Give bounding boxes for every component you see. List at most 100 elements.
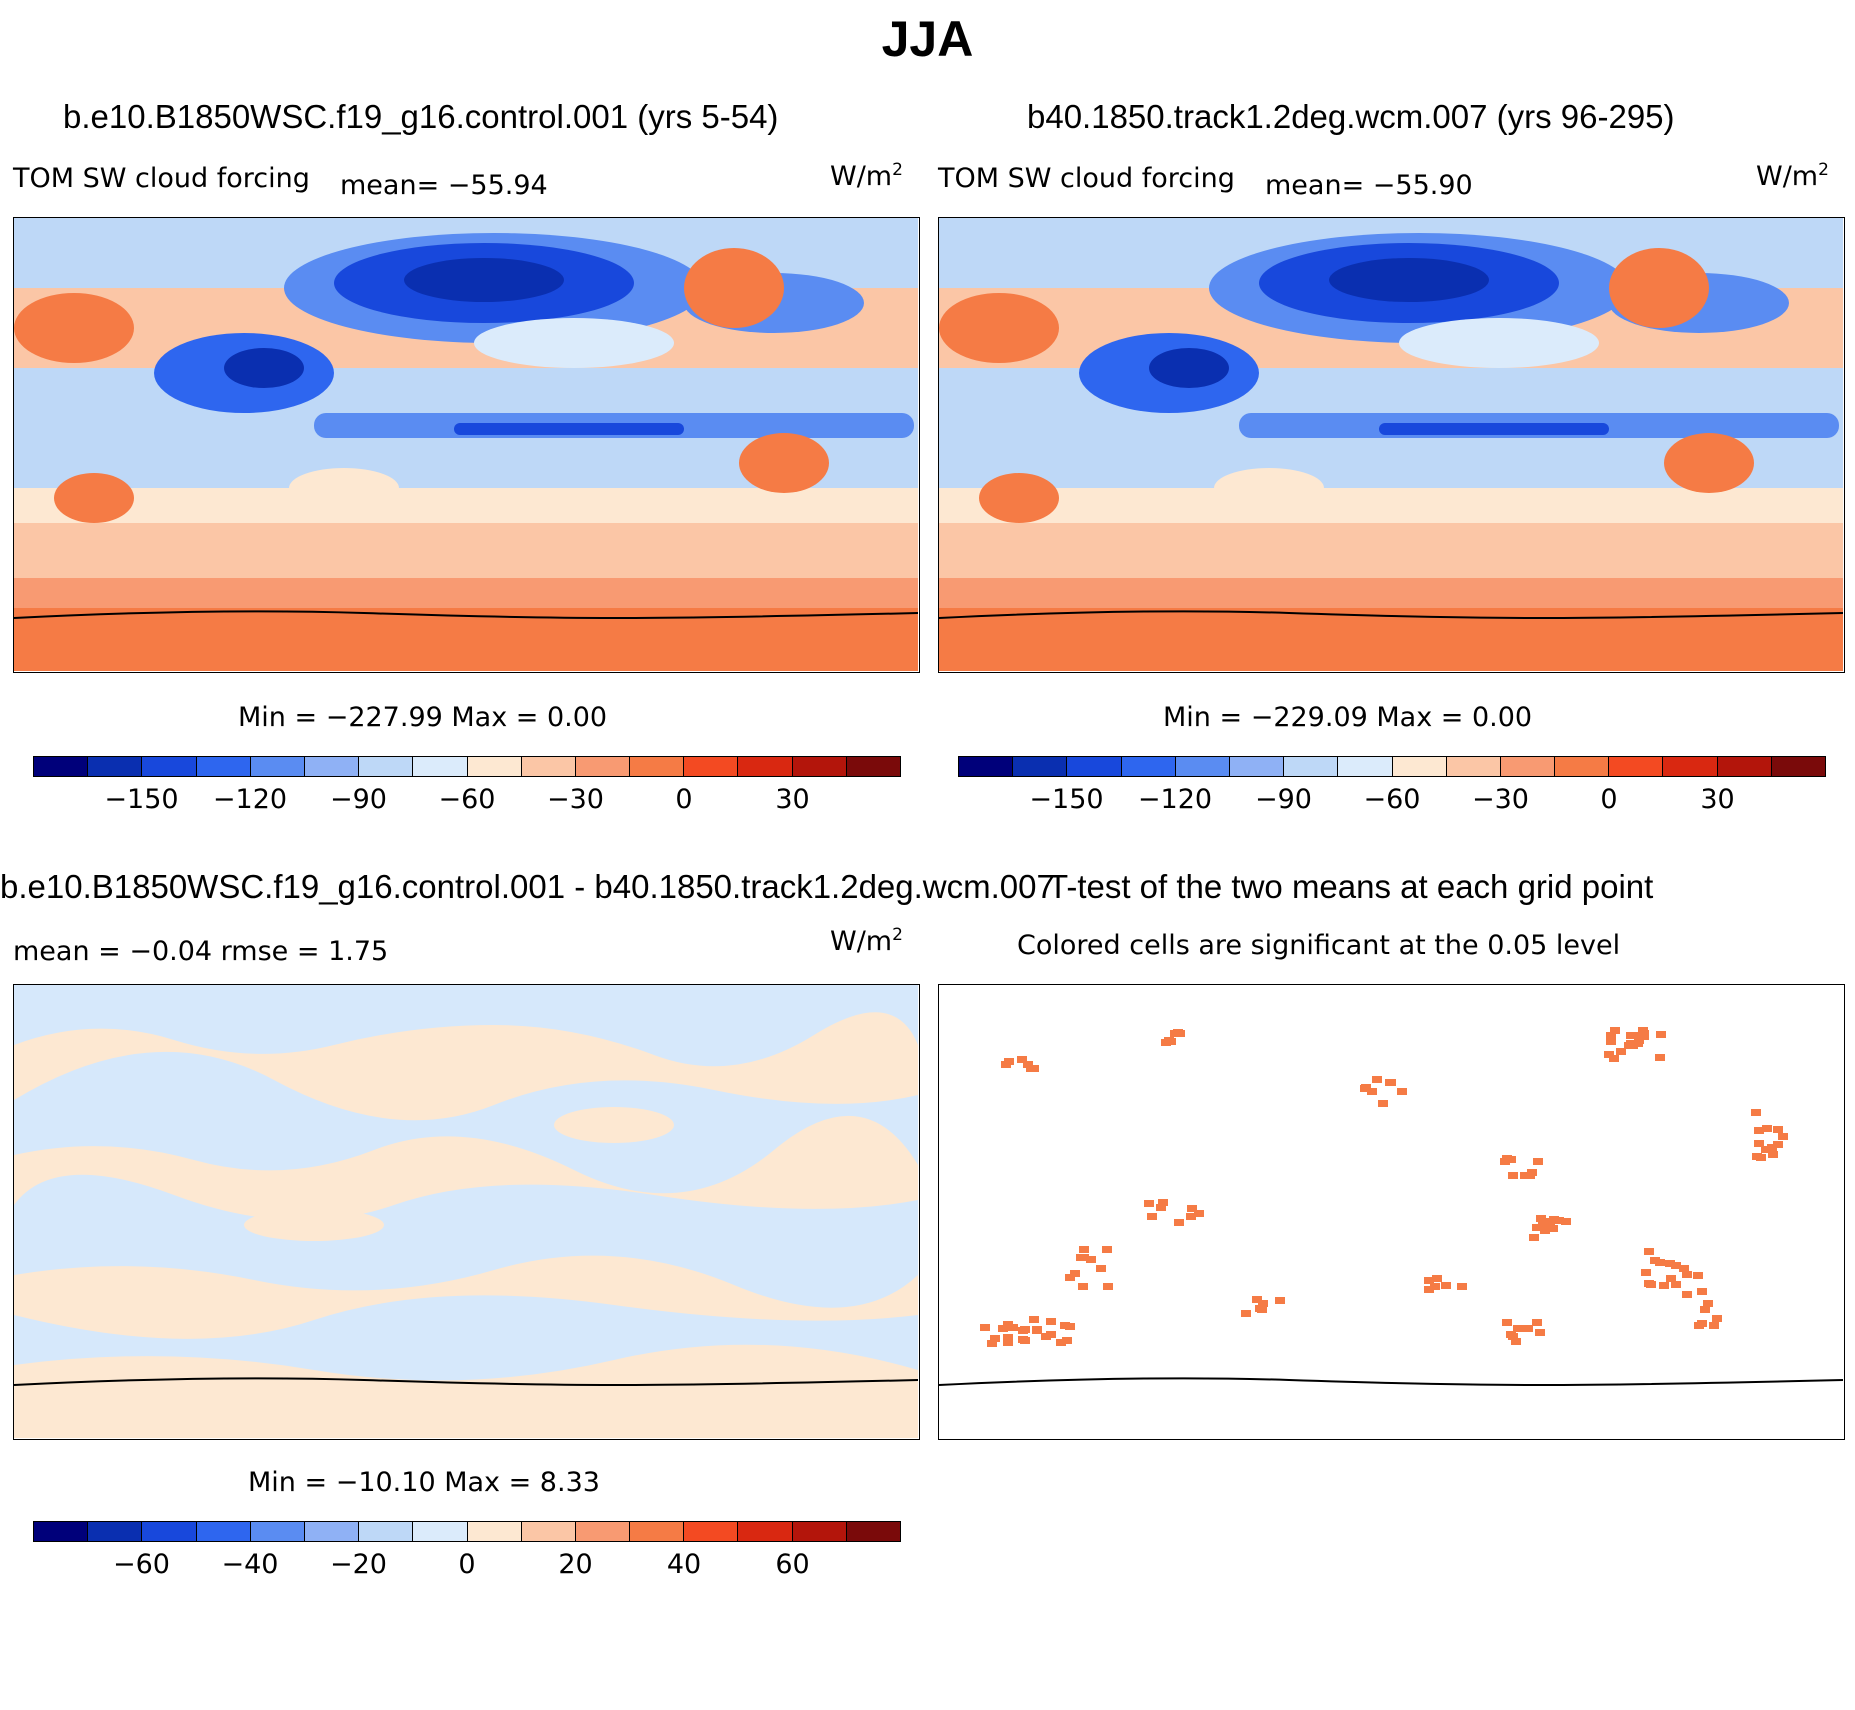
significant-cell xyxy=(1533,1158,1543,1165)
significant-cell xyxy=(1360,1085,1370,1092)
significant-cell xyxy=(1712,1315,1722,1322)
significant-cell xyxy=(1545,1218,1555,1225)
significant-cell xyxy=(1616,1048,1626,1055)
significant-cell xyxy=(1003,1334,1013,1341)
bottom-left-colorbar-segment xyxy=(467,1522,522,1541)
significant-cell xyxy=(1606,1038,1616,1045)
significant-cell xyxy=(1610,1027,1620,1034)
significant-cell xyxy=(1020,1326,1030,1333)
top-right-colorbar-segment xyxy=(1609,757,1664,776)
top-right-panel-title: b40.1850.track1.2deg.wcm.007 (yrs 96-295… xyxy=(1027,98,1675,135)
bottom-left-colorbar-segment xyxy=(521,1522,576,1541)
bottom-left-colorbar-segment xyxy=(846,1522,900,1541)
bottom-left-colorbar-tick-label: −20 xyxy=(330,1549,387,1580)
significant-cell xyxy=(1754,1127,1764,1134)
bottom-left-colorbar-segment xyxy=(34,1522,89,1541)
significant-cell xyxy=(1076,1254,1086,1261)
significant-cell xyxy=(1078,1283,1088,1290)
significant-cell xyxy=(1187,1205,1197,1212)
significant-cell xyxy=(1644,1248,1654,1255)
significant-cell xyxy=(1679,1265,1689,1272)
significant-cell xyxy=(998,1325,1008,1332)
top-left-map xyxy=(13,217,920,673)
significant-cell xyxy=(1062,1337,1072,1344)
significant-cell xyxy=(1624,1042,1634,1049)
significant-cell xyxy=(1646,1281,1656,1288)
significant-cell xyxy=(1086,1256,1096,1263)
bottom-right-panel-title: T-test of the two means at each grid poi… xyxy=(1048,868,1654,905)
bottom-left-colorbar-tick-label: −60 xyxy=(113,1549,170,1580)
significant-cell xyxy=(1275,1297,1285,1304)
significant-cell xyxy=(1650,1257,1660,1264)
significant-cell xyxy=(1017,1056,1027,1063)
main-title: JJA xyxy=(881,11,974,67)
significant-cell xyxy=(1655,1054,1665,1061)
significant-cell xyxy=(1538,1222,1548,1229)
bottom-right-map xyxy=(938,984,1845,1440)
significant-cell xyxy=(1682,1291,1692,1298)
top-right-colorbar-segment xyxy=(1500,757,1556,776)
significant-cell xyxy=(1609,1055,1619,1062)
top-right-colorbar-tick-label: −60 xyxy=(1363,784,1421,815)
significant-cell xyxy=(1773,1126,1783,1133)
top-left-colorbar-tick-label: 30 xyxy=(775,784,810,815)
significant-cell xyxy=(1508,1333,1518,1340)
top-right-minmax: Min = −229.09 Max = 0.00 xyxy=(1163,702,1533,733)
significant-cell xyxy=(1665,1260,1675,1267)
top-left-colorbar-segment xyxy=(142,757,197,776)
significant-cell xyxy=(1144,1200,1154,1207)
top-left-colorbar-segment xyxy=(846,757,900,776)
bottom-left-colorbar-tick-label: 60 xyxy=(775,1549,810,1580)
top-left-colorbar-ticks: −150 −120 −90 −60 −30 0 30 xyxy=(33,778,901,818)
significant-cell xyxy=(1513,1325,1523,1332)
significant-cell xyxy=(1540,1227,1550,1234)
bottom-left-colorbar-segment xyxy=(359,1522,414,1541)
top-right-colorbar-tick-label: −90 xyxy=(1255,784,1312,815)
top-right-colorbar-segment xyxy=(1013,757,1068,776)
significant-cell xyxy=(1751,1109,1761,1116)
significant-cell xyxy=(1079,1246,1089,1253)
top-right-colorbar-segment xyxy=(1717,757,1772,776)
top-right-colorbar-tick-label: −120 xyxy=(1137,784,1213,815)
bottom-left-colorbar-tick-label: 0 xyxy=(458,1549,476,1580)
top-right-colorbar xyxy=(958,756,1826,777)
top-left-colorbar-segment xyxy=(684,757,739,776)
significant-cell xyxy=(1626,1032,1636,1039)
bottom-left-colorbar-segment xyxy=(413,1522,468,1541)
significant-cell xyxy=(1693,1272,1703,1279)
top-left-colorbar-segment xyxy=(575,757,631,776)
top-left-colorbar-segment xyxy=(34,757,89,776)
significant-cell xyxy=(1502,1319,1512,1326)
significant-cell xyxy=(1258,1300,1268,1307)
top-right-colorbar-tick-label: −30 xyxy=(1472,784,1529,815)
top-left-colorbar-segment xyxy=(250,757,305,776)
top-right-map xyxy=(938,217,1845,673)
top-left-colorbar-tick-label: −120 xyxy=(212,784,288,815)
significant-cell xyxy=(1502,1155,1512,1162)
bottom-right-subtitle: Colored cells are significant at the 0.0… xyxy=(1017,930,1621,961)
significant-cell xyxy=(1508,1172,1518,1179)
significant-cell xyxy=(1697,1288,1707,1295)
top-left-colorbar-segment xyxy=(304,757,360,776)
significant-cell xyxy=(1424,1286,1434,1293)
top-right-mean-label: mean= −55.90 xyxy=(1265,170,1473,201)
significant-cell xyxy=(1065,1274,1075,1281)
significant-cell xyxy=(1003,1339,1013,1346)
significant-cell xyxy=(1700,1306,1710,1313)
significant-cell xyxy=(990,1335,1000,1342)
significant-cell xyxy=(1102,1246,1112,1253)
significant-cell xyxy=(1756,1154,1766,1161)
significant-cell xyxy=(1762,1125,1772,1132)
significant-cell xyxy=(1561,1218,1571,1225)
top-right-colorbar-segment xyxy=(1446,757,1501,776)
bottom-left-colorbar xyxy=(33,1521,901,1542)
significant-cell xyxy=(1606,1032,1616,1039)
significant-cell xyxy=(1554,1217,1564,1224)
top-left-colorbar-segment xyxy=(630,757,685,776)
top-right-colorbar-ticks: −150 −120 −90 −60 −30 0 30 xyxy=(958,778,1826,818)
top-right-colorbar-segment xyxy=(1771,757,1825,776)
top-left-colorbar-segment xyxy=(196,757,251,776)
bottom-left-colorbar-tick-label: 20 xyxy=(558,1549,593,1580)
top-right-colorbar-segment xyxy=(1338,757,1393,776)
top-right-colorbar-segment xyxy=(1067,757,1122,776)
